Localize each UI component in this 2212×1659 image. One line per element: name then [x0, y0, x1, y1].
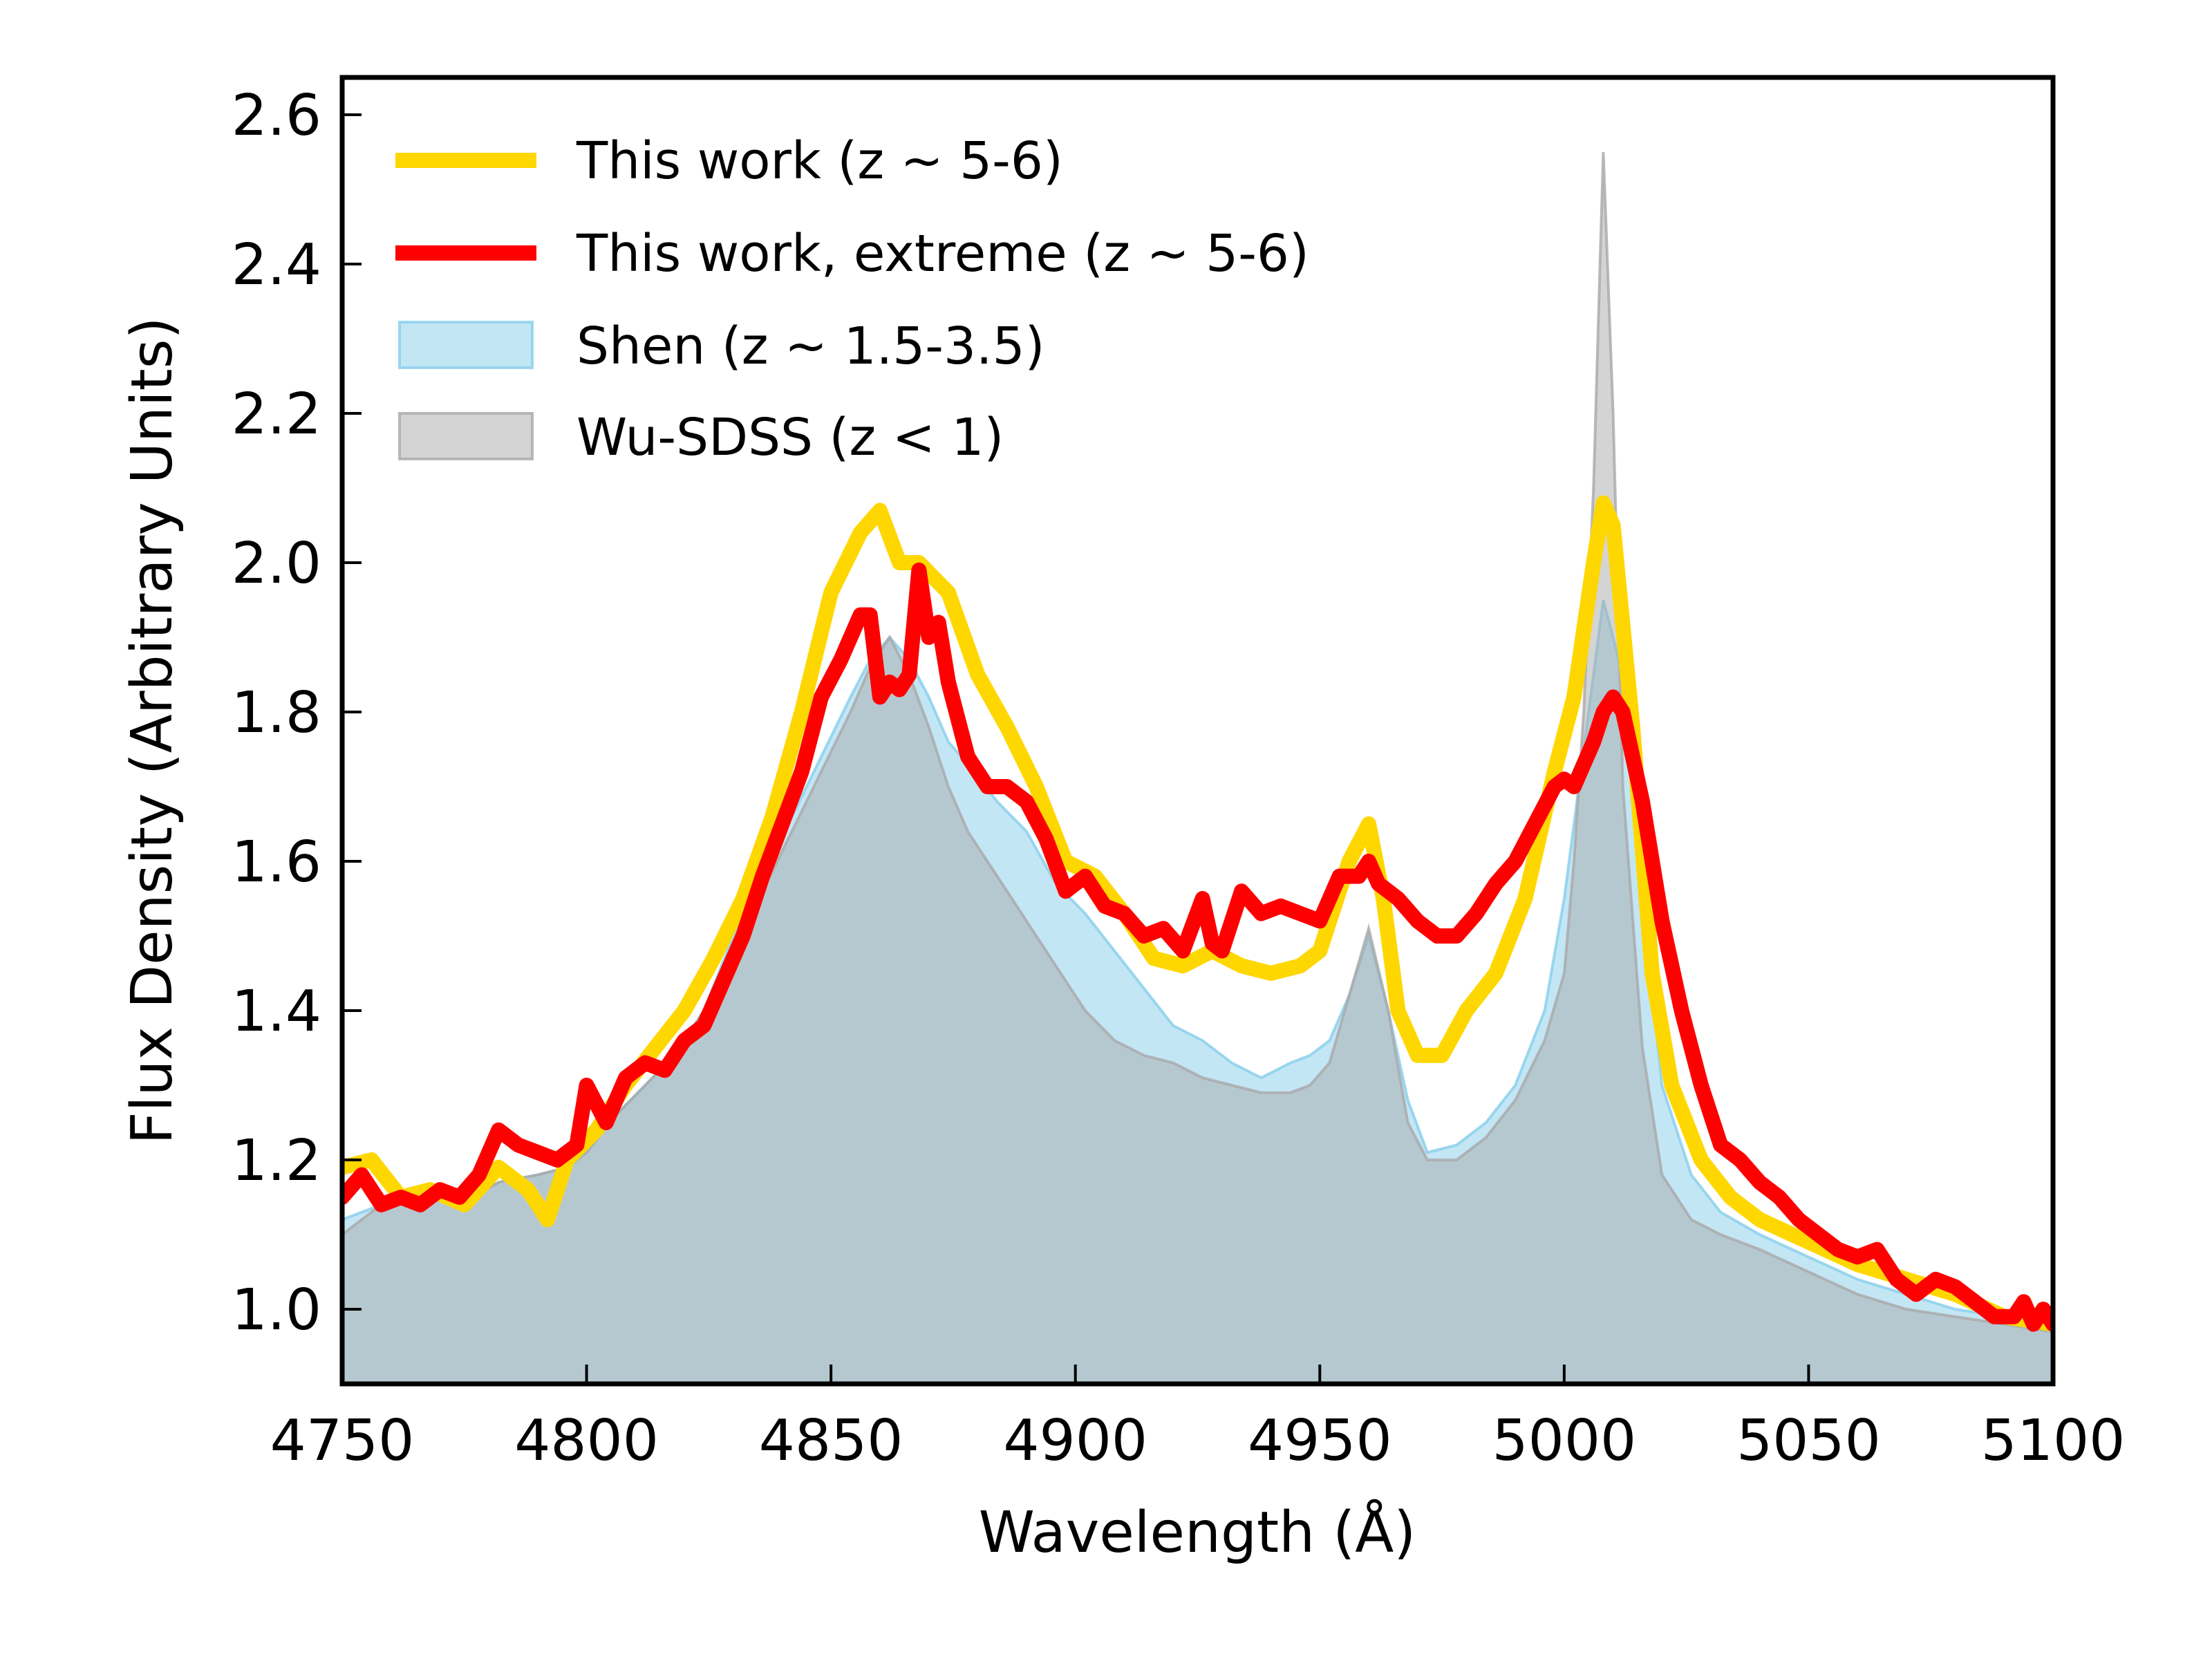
legend-label: Shen (z ~ 1.5-3.5): [577, 317, 1045, 376]
y-tick-label: 1.6: [232, 830, 321, 895]
x-tick-label: 4800: [514, 1408, 659, 1474]
legend-item-0: This work (z ~ 5-6): [395, 131, 1063, 191]
x-tick-label: 4900: [1003, 1408, 1147, 1474]
y-tick-label: 2.0: [232, 531, 321, 597]
legend-label: Wu-SDSS (z < 1): [577, 408, 1004, 467]
y-tick-label: 1.8: [232, 680, 321, 746]
x-tick-label: 4750: [270, 1408, 415, 1474]
x-tick-label: 5050: [1736, 1408, 1881, 1474]
legend: This work (z ~ 5-6) This work, extreme (z…: [395, 131, 1309, 467]
area-layer: [342, 151, 2053, 1384]
y-tick-label: 2.2: [232, 382, 321, 447]
legend-item-1: This work, extreme (z ~ 5-6): [395, 224, 1309, 283]
x-tick-label: 5100: [1981, 1408, 2126, 1474]
y-axis-label: Flux Density (Arbitrary Units): [120, 317, 185, 1144]
x-tick-labels: 4750 4800 4850 4900 4950 5000 5050 5100: [270, 1408, 2126, 1474]
legend-label: This work (z ~ 5-6): [576, 131, 1063, 191]
x-tick-label: 5000: [1492, 1408, 1637, 1474]
tick-layer: [341, 113, 2054, 1384]
x-tick-label: 4950: [1248, 1408, 1392, 1474]
y-tick-label: 1.4: [232, 979, 321, 1044]
y-tick-labels: 1.0 1.2 1.4 1.6 1.8 2.0 2.2 2.4 2.6: [232, 83, 321, 1343]
line-layer: [342, 495, 2053, 1332]
y-tick-label: 1.0: [232, 1277, 321, 1343]
y-tick-label: 2.4: [232, 232, 321, 298]
x-axis-label: Wavelength (Å): [979, 1499, 1416, 1566]
legend-area-swatch: [398, 412, 534, 460]
y-tick-label: 1.2: [232, 1128, 321, 1194]
plot-frame: [339, 75, 2056, 1387]
legend-area-swatch: [398, 321, 534, 369]
legend-item-3: Wu-SDSS (z < 1): [398, 408, 1004, 467]
y-tick-label: 2.6: [232, 83, 321, 149]
series-line-1: [342, 562, 2053, 1332]
legend-label: This work, extreme (z ~ 5-6): [576, 224, 1309, 283]
x-tick-label: 4850: [759, 1408, 903, 1474]
legend-item-2: Shen (z ~ 1.5-3.5): [398, 317, 1045, 376]
